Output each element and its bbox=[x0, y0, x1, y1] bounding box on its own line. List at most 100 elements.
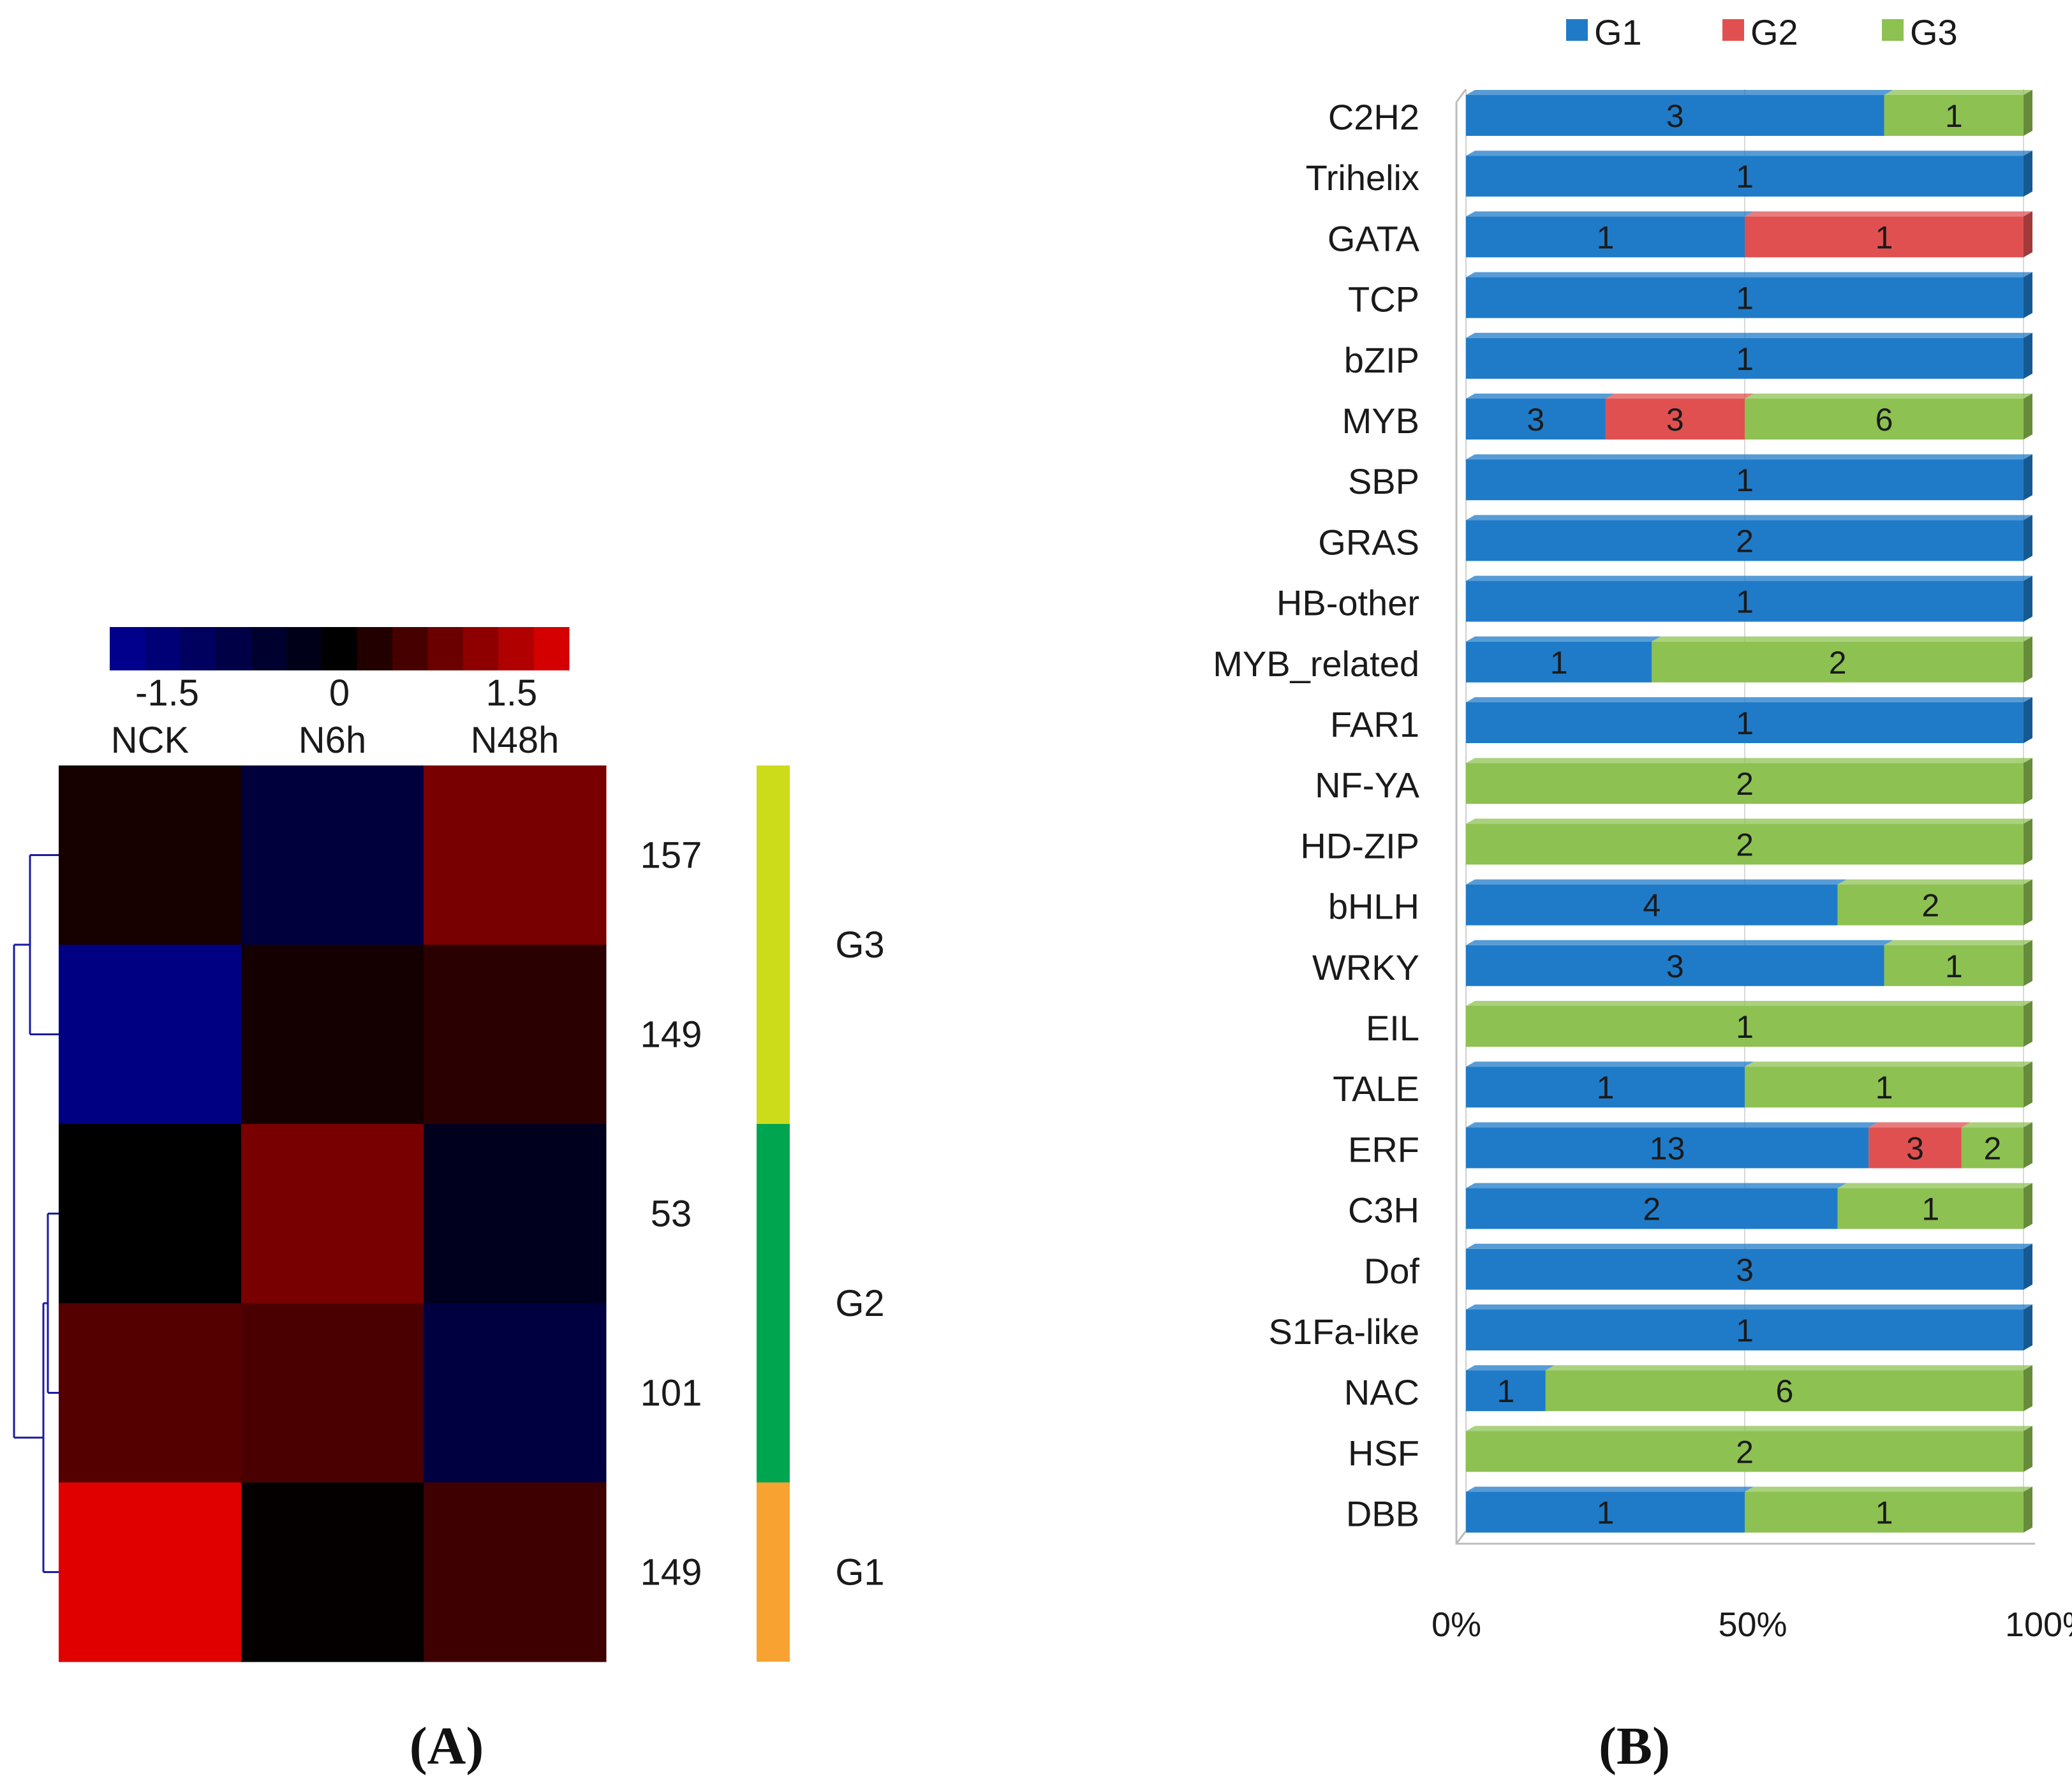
bar-segment bbox=[1466, 641, 1652, 683]
bar-value-label: 1 bbox=[1736, 341, 1754, 377]
bar-segment bbox=[1466, 277, 2024, 318]
bar-value-label: 1 bbox=[1597, 219, 1615, 255]
color-scale-segment bbox=[427, 627, 464, 670]
bar-value-label: 2 bbox=[1736, 523, 1754, 559]
bar-value-label: 2 bbox=[1984, 1130, 2002, 1166]
bar-segment bbox=[1837, 884, 2024, 926]
heatmap-cell bbox=[424, 1303, 607, 1483]
bar-segment bbox=[1466, 399, 1606, 440]
bar-value-label: 1 bbox=[1945, 949, 1963, 984]
bar-value-label: 4 bbox=[1643, 888, 1661, 924]
bar-segment-top bbox=[1466, 1426, 2032, 1431]
bar-segment-top bbox=[1605, 394, 1754, 399]
bar-segment bbox=[1466, 156, 2024, 197]
bar-value-label: 1 bbox=[1876, 1495, 1893, 1531]
category-label: GRAS bbox=[1318, 522, 1419, 562]
bar-segment bbox=[1466, 1310, 2024, 1350]
category-label: NF-YA bbox=[1315, 765, 1419, 805]
legend-label: G3 bbox=[1910, 12, 1958, 52]
bar-segment-top bbox=[1545, 1365, 2032, 1371]
color-scale-segment bbox=[322, 627, 358, 670]
group-bar-segment bbox=[757, 765, 790, 1124]
bar-segment bbox=[1884, 95, 2024, 136]
bar-segment bbox=[1466, 580, 2024, 622]
bar-segment bbox=[1837, 1188, 2024, 1229]
bar-segment bbox=[1605, 399, 1745, 440]
category-label: HD-ZIP bbox=[1300, 825, 1419, 866]
bar-segment bbox=[1466, 824, 2024, 865]
bar-segment bbox=[1466, 763, 2024, 804]
bar-segment-top bbox=[1466, 1001, 2032, 1006]
color-scale-segment bbox=[145, 627, 181, 670]
category-label: ERF bbox=[1348, 1129, 1419, 1169]
bar-segment-top bbox=[1961, 1122, 2032, 1128]
bar-side-face bbox=[2024, 818, 2032, 865]
bar-segment-top bbox=[1884, 940, 2032, 945]
category-label: C3H bbox=[1348, 1190, 1419, 1230]
bar-value-label: 1 bbox=[1736, 584, 1754, 620]
category-label: TALE bbox=[1333, 1068, 1419, 1109]
bar-side-face bbox=[2024, 151, 2032, 197]
bar-value-label: 3 bbox=[1666, 402, 1684, 438]
bar-segment bbox=[1745, 399, 2024, 440]
category-label: bZIP bbox=[1344, 340, 1419, 380]
bar-segment-top bbox=[1466, 1304, 2032, 1310]
bar-side-face bbox=[2024, 1243, 2032, 1290]
category-label: C2H2 bbox=[1328, 97, 1419, 137]
bar-chart-legend: G1 G2 G3 bbox=[1566, 12, 1958, 52]
bar-side-face bbox=[2024, 879, 2032, 926]
heatmap-cell bbox=[59, 1303, 242, 1483]
category-label: Trihelix bbox=[1306, 158, 1419, 198]
bar-side-face bbox=[2024, 1122, 2032, 1169]
bar-side-face bbox=[2024, 90, 2032, 136]
bar-segment-top bbox=[1466, 1183, 1847, 1188]
bar-segment bbox=[1745, 1067, 2024, 1108]
heatmap-cell bbox=[59, 945, 242, 1125]
bar-segment bbox=[1466, 1248, 2024, 1290]
bar-side-face bbox=[2024, 454, 2032, 501]
heatmap-cell bbox=[59, 1124, 242, 1304]
bar-side-face bbox=[2024, 211, 2032, 258]
bar-segment-top bbox=[1466, 575, 2032, 581]
bar-segment-top bbox=[1837, 879, 2032, 885]
bar-value-label: 1 bbox=[1736, 706, 1754, 741]
bar-segment-top bbox=[1466, 818, 2032, 824]
color-scale-segment bbox=[286, 627, 322, 670]
category-label: EIL bbox=[1366, 1008, 1419, 1048]
bar-side-face bbox=[2024, 758, 2032, 804]
bar-segment-top bbox=[1466, 394, 1615, 399]
legend-swatch bbox=[1882, 19, 1904, 41]
color-scale-tick-label: 1.5 bbox=[486, 672, 538, 714]
bar-segment-top bbox=[1466, 90, 1893, 95]
group-bar-segment bbox=[757, 1482, 790, 1662]
bar-value-label: 2 bbox=[1829, 645, 1847, 681]
x-tick-label: 50% bbox=[1718, 1606, 1787, 1644]
bar-segment bbox=[1466, 1188, 1838, 1229]
group-label: G2 bbox=[835, 1283, 884, 1324]
bar-side-face bbox=[2024, 1426, 2032, 1472]
bar-chart-category-labels: C2H2 Trihelix GATA TCP bZIP MYB SBP GRAS HB-othe… bbox=[1213, 97, 1419, 1534]
group-bar-segment bbox=[757, 1124, 790, 1482]
bar-segment-top bbox=[1466, 1365, 1555, 1371]
category-label: TCP bbox=[1348, 279, 1419, 320]
bar-segment-top bbox=[1466, 1486, 1754, 1492]
bar-side-face bbox=[2024, 1183, 2032, 1229]
heatmap-cell bbox=[424, 1482, 607, 1662]
bar-side-face bbox=[2024, 697, 2032, 743]
bar-side-face bbox=[2024, 636, 2032, 683]
heatmap-row-label: 149 bbox=[640, 1552, 702, 1593]
x-tick-label: 0% bbox=[1432, 1606, 1481, 1644]
bar-value-label: 1 bbox=[1876, 1070, 1893, 1105]
bar-segment-top bbox=[1745, 211, 2032, 217]
bar-value-label: 2 bbox=[1921, 888, 1939, 924]
bar-segment bbox=[1961, 1127, 2024, 1169]
bar-value-label: 1 bbox=[1736, 462, 1754, 498]
bar-value-label: 1 bbox=[1876, 219, 1893, 255]
bar-segment bbox=[1869, 1127, 1962, 1169]
category-label: MYB bbox=[1342, 401, 1419, 441]
bar-value-label: 6 bbox=[1776, 1373, 1794, 1409]
bar-segment-top bbox=[1884, 90, 2032, 95]
category-label: bHLH bbox=[1328, 887, 1419, 927]
